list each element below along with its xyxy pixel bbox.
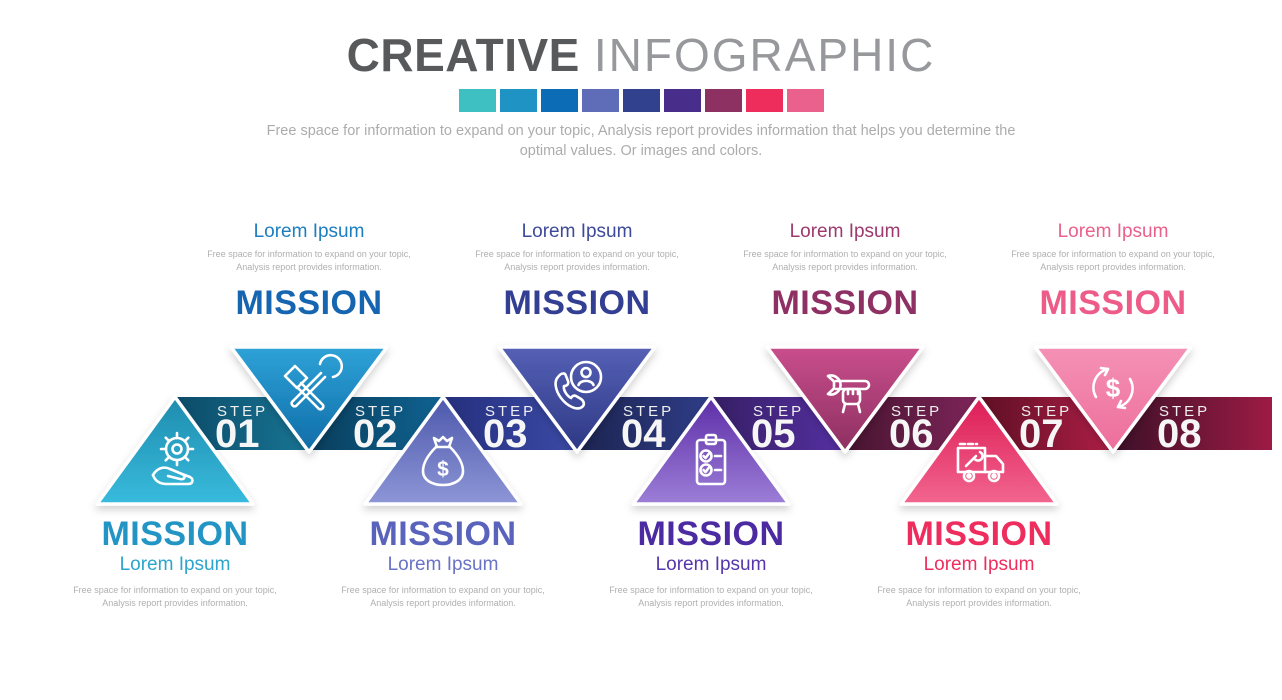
title-bold: CREATIVE [346, 29, 580, 81]
service-truck-icon [956, 442, 1005, 483]
step-5-lorem: Lorem Ipsum [655, 554, 767, 575]
triangle-step-07 [899, 395, 1059, 506]
step-word: STEP [891, 403, 942, 420]
band-step-04 [579, 397, 711, 450]
step-2-text-block: Lorem Ipsum Free space for information t… [174, 221, 444, 320]
step-1-text-block: MISSION Lorem Ipsum Free space for infor… [40, 517, 310, 609]
band-step-07 [979, 397, 1111, 450]
step-1-mission: MISSION [101, 515, 249, 553]
svg-text:$: $ [1106, 373, 1121, 403]
step-6-desc: Free space for information to expand on … [743, 249, 947, 272]
step-6-mission: MISSION [771, 284, 919, 323]
step-3-mission: MISSION [369, 515, 517, 553]
step-icons: $ [151, 353, 1134, 487]
step-3-lorem: Lorem Ipsum [387, 554, 499, 575]
money-bag-icon: $ [421, 435, 465, 487]
palette-swatch [622, 89, 660, 112]
step-number: 05 [751, 412, 796, 456]
step-word: STEP [485, 403, 536, 420]
step-word: STEP [623, 403, 674, 420]
step-4-text-block: Lorem Ipsum Free space for information t… [442, 221, 712, 320]
step-4-mission: MISSION [503, 284, 651, 323]
step-7-mission: MISSION [905, 515, 1053, 553]
step-6-lorem: Lorem Ipsum [789, 221, 901, 242]
step-3-text-block: MISSION Lorem Ipsum Free space for infor… [308, 517, 578, 609]
band-step-03 [443, 397, 575, 450]
palette-swatch [786, 89, 824, 112]
palette-swatch [745, 89, 783, 112]
palette-swatch [499, 89, 537, 112]
step-7-text-block: MISSION Lorem Ipsum Free space for infor… [844, 517, 1114, 609]
step-1-desc: Free space for information to expand on … [73, 585, 277, 608]
band-step-06 [847, 397, 979, 450]
step-4-lorem: Lorem Ipsum [521, 221, 633, 242]
step-8-text-block: Lorem Ipsum Free space for information t… [978, 221, 1248, 320]
header-subtitle: Free space for information to expand on … [266, 123, 1016, 159]
triangle-step-05 [631, 395, 791, 506]
color-palette-strip [0, 89, 1282, 112]
money-cycle-icon: $ [1092, 366, 1134, 410]
step-8-mission: MISSION [1039, 284, 1187, 323]
palette-swatch [663, 89, 701, 112]
step-8-desc: Free space for information to expand on … [1011, 249, 1215, 272]
step-word: STEP [1021, 403, 1072, 420]
step-4-desc: Free space for information to expand on … [475, 249, 679, 272]
hand-gear-icon [151, 431, 195, 486]
step-2-desc: Free space for information to expand on … [207, 249, 411, 272]
band-step-01 [175, 397, 307, 450]
palette-swatch [581, 89, 619, 112]
band-step-08 [1115, 397, 1272, 450]
triangle-step-08 [1033, 345, 1193, 454]
palette-swatch [540, 89, 578, 112]
step-number: 07 [1019, 412, 1064, 456]
step-number: 06 [889, 412, 934, 456]
step-3-desc: Free space for information to expand on … [341, 585, 545, 608]
triangle-step-06 [765, 345, 925, 454]
step-5-text-block: MISSION Lorem Ipsum Free space for infor… [576, 517, 846, 609]
step-triangles [95, 345, 1193, 506]
palette-swatch [458, 89, 496, 112]
customer-support-icon [554, 360, 603, 410]
step-number: 08 [1157, 412, 1202, 456]
band-step-02 [311, 397, 443, 450]
step-number: 03 [483, 412, 528, 456]
triangle-step-04 [497, 345, 657, 454]
step-5-mission: MISSION [637, 515, 785, 553]
hammer-wrench-icon [283, 353, 344, 411]
step-7-desc: Free space for information to expand on … [877, 585, 1081, 608]
title-light: INFOGRAPHIC [593, 29, 936, 81]
step-1-lorem: Lorem Ipsum [119, 554, 231, 575]
step-2-lorem: Lorem Ipsum [253, 221, 365, 242]
step-word: STEP [753, 403, 804, 420]
checklist-icon [695, 433, 727, 486]
step-number: 01 [215, 412, 260, 456]
page-title: CREATIVE INFOGRAPHIC [0, 28, 1282, 82]
step-8-lorem: Lorem Ipsum [1057, 221, 1169, 242]
step-7-lorem: Lorem Ipsum [923, 554, 1035, 575]
triangle-step-03 [363, 395, 523, 506]
step-word: STEP [1159, 403, 1210, 420]
step-number: 02 [353, 412, 398, 456]
step-5-desc: Free space for information to expand on … [609, 585, 813, 608]
step-number: 04 [621, 412, 666, 456]
step-6-text-block: Lorem Ipsum Free space for information t… [710, 221, 980, 320]
step-word: STEP [355, 403, 406, 420]
step-2-mission: MISSION [235, 284, 383, 323]
triangle-step-01 [95, 395, 255, 506]
palette-swatch [704, 89, 742, 112]
step-word: STEP [217, 403, 268, 420]
step-labels: STEP 01 STEP 02 STEP 03 STEP 04 STEP 05 … [215, 403, 1210, 456]
ribbon-segments [175, 397, 1272, 450]
svg-text:$: $ [437, 458, 449, 481]
band-step-05 [711, 397, 843, 450]
hand-wrench-icon [826, 374, 871, 414]
